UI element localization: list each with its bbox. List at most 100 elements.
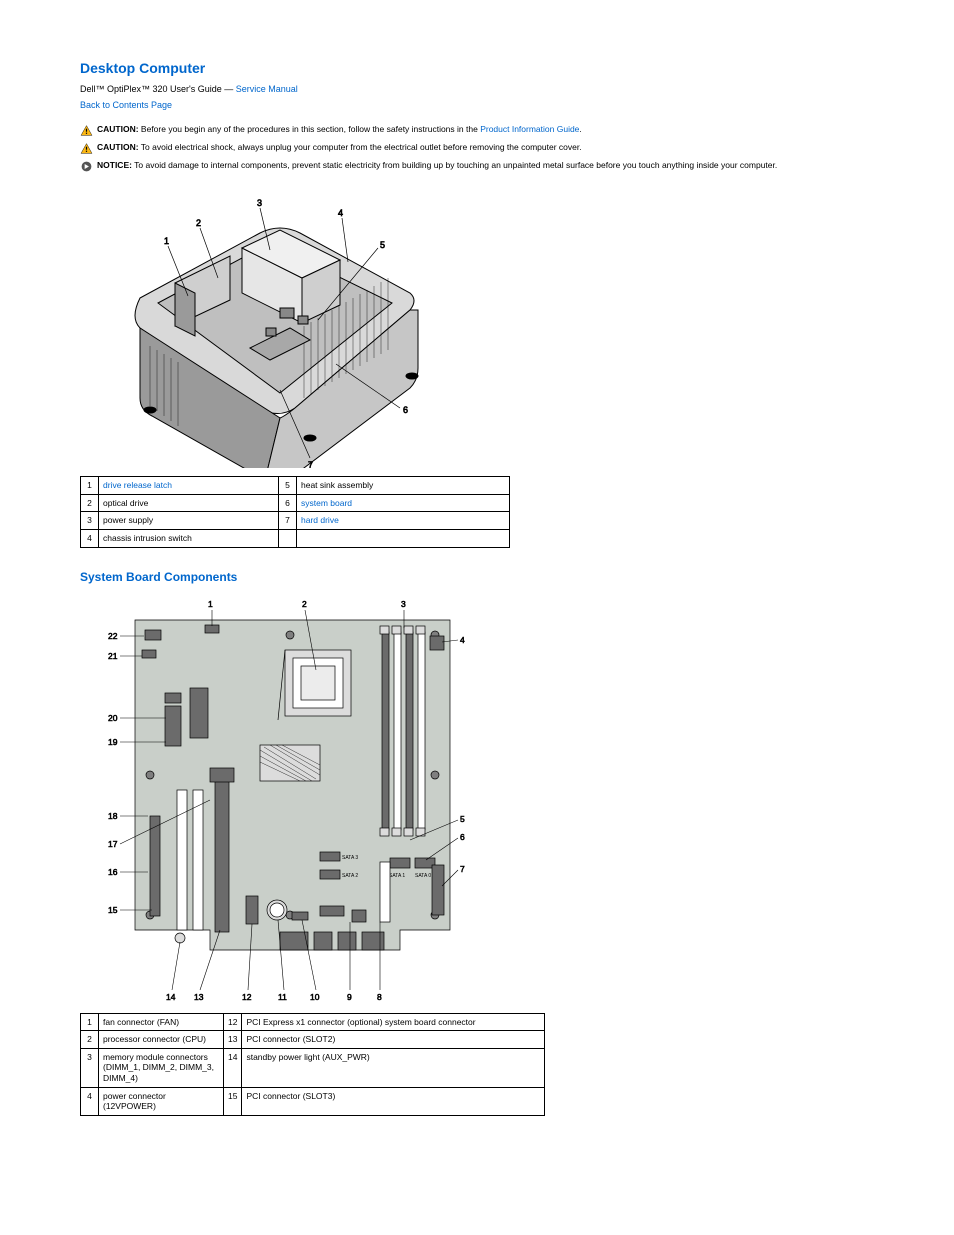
warning-triangle-icon [80, 143, 93, 154]
board-callout-13: 13 [194, 992, 204, 1002]
cell-num: 15 [224, 1087, 242, 1115]
board-callout-18: 18 [108, 811, 118, 821]
table-row: 4chassis intrusion switch [81, 529, 510, 547]
cell-num: 5 [279, 477, 297, 495]
callout-2: 2 [196, 218, 201, 228]
notice-circle-icon [80, 161, 93, 172]
cell-num: 3 [81, 1048, 99, 1087]
cell-num: 1 [81, 1013, 99, 1031]
cell-label: processor connector (CPU) [99, 1031, 224, 1049]
cell-num: 3 [81, 512, 99, 530]
caution-text-2: CAUTION: To avoid electrical shock, alwa… [97, 142, 874, 153]
cell-label: heat sink assembly [297, 477, 510, 495]
board-callout-2: 2 [302, 599, 307, 609]
board-callout-20: 20 [108, 713, 118, 723]
svg-text:SATA 0: SATA 0 [415, 873, 431, 879]
caution-body-2: To avoid electrical shock, always unplug… [139, 142, 582, 152]
cell-label: standby power light (AUX_PWR) [242, 1048, 545, 1087]
table-row: 2optical drive6 system board [81, 494, 510, 512]
cell-num: 7 [279, 512, 297, 530]
cell-num: 14 [224, 1048, 242, 1087]
board-callout-1: 1 [208, 599, 213, 609]
svg-text:SATA 3: SATA 3 [342, 855, 358, 861]
board-callout-14: 14 [166, 992, 176, 1002]
page-title-link[interactable]: Desktop Computer [80, 60, 874, 76]
table-system-board-components: 1fan connector (FAN)12PCI Express x1 con… [80, 1013, 545, 1116]
table-row: 3power supply7 hard drive [81, 512, 510, 530]
svg-text:SATA 2: SATA 2 [342, 873, 358, 879]
board-callout-16: 16 [108, 867, 118, 877]
table-row: 1 drive release latch 5heat sink assembly [81, 477, 510, 495]
callout-4: 4 [338, 208, 343, 218]
cell-label [297, 529, 510, 547]
cell-num: 1 [81, 477, 99, 495]
table-row: 1fan connector (FAN)12PCI Express x1 con… [81, 1013, 545, 1031]
cell-num: 2 [81, 494, 99, 512]
cell-num: 6 [279, 494, 297, 512]
board-callout-6: 6 [460, 832, 465, 842]
board-callout-22: 22 [108, 631, 118, 641]
cell-num: 2 [81, 1031, 99, 1049]
heading-system-board: System Board Components [80, 570, 874, 584]
board-callout-9: 9 [347, 992, 352, 1002]
callout-1: 1 [164, 236, 169, 246]
table-row: 4power connector (12VPOWER)15PCI connect… [81, 1087, 545, 1115]
cell-label: PCI connector (SLOT3) [242, 1087, 545, 1115]
caution-text-1: CAUTION: Before you begin any of the pro… [97, 124, 874, 135]
callout-3: 3 [257, 198, 262, 208]
callout-5: 5 [380, 240, 385, 250]
table-inside-components: 1drive release latch5heat sink assembly2… [80, 476, 510, 548]
board-callout-19: 19 [108, 737, 118, 747]
notice-text: NOTICE: To avoid damage to internal comp… [97, 160, 874, 171]
cell-label: optical drive [99, 494, 279, 512]
caution-body-1b: . [579, 124, 581, 134]
figure-inside-computer: 1 2 3 4 5 6 7 [80, 178, 874, 468]
cell-label: PCI connector (SLOT2) [242, 1031, 545, 1049]
board-callout-21: 21 [108, 651, 118, 661]
board-callout-15: 15 [108, 905, 118, 915]
back-to-contents-link[interactable]: Back to Contents Page [80, 100, 874, 110]
caution-row-2: CAUTION: To avoid electrical shock, alwa… [80, 142, 874, 154]
cell-num: 13 [224, 1031, 242, 1049]
table-row: 3memory module connectors (DIMM_1, DIMM_… [81, 1048, 545, 1087]
cell-num: 4 [81, 1087, 99, 1115]
subtitle-service-manual-link[interactable]: Service Manual [236, 84, 298, 94]
board-callout-5: 5 [460, 814, 465, 824]
notice-row: NOTICE: To avoid damage to internal comp… [80, 160, 874, 172]
caution-row-1: CAUTION: Before you begin any of the pro… [80, 124, 874, 136]
notice-label: NOTICE: [97, 160, 132, 170]
cell-num [279, 529, 297, 547]
cell-label: system board [297, 494, 510, 512]
cell-label: memory module connectors (DIMM_1, DIMM_2… [99, 1048, 224, 1087]
svg-text:SATA 1: SATA 1 [389, 873, 405, 879]
figure-system-board: SATA 1 SATA 0 SATA 3 SATA 2 [80, 590, 874, 1005]
cell-num: 12 [224, 1013, 242, 1031]
product-info-guide-link[interactable]: Product Information Guide [480, 124, 579, 134]
cell-num: 4 [81, 529, 99, 547]
caution-label: CAUTION: [97, 124, 139, 134]
board-callout-7: 7 [460, 864, 465, 874]
cell-label: chassis intrusion switch [99, 529, 279, 547]
caution-label: CAUTION: [97, 142, 139, 152]
caution-body-1a: Before you begin any of the procedures i… [139, 124, 481, 134]
cell-label: PCI Express x1 connector (optional) syst… [242, 1013, 545, 1031]
cell-label: drive release latch [99, 477, 279, 495]
subtitle-prefix: Dell™ OptiPlex™ 320 User's Guide — [80, 84, 236, 94]
board-callout-8: 8 [377, 992, 382, 1002]
callout-7: 7 [308, 460, 313, 468]
table-link[interactable]: system board [301, 498, 352, 508]
cell-label: power connector (12VPOWER) [99, 1087, 224, 1115]
callout-6: 6 [403, 405, 408, 415]
board-callout-4: 4 [460, 635, 465, 645]
subtitle-line: Dell™ OptiPlex™ 320 User's Guide — Servi… [80, 84, 874, 94]
cell-label: power supply [99, 512, 279, 530]
table-row: 2processor connector (CPU)13PCI connecto… [81, 1031, 545, 1049]
table-link[interactable]: hard drive [301, 515, 339, 525]
board-callout-10: 10 [310, 992, 320, 1002]
table-link[interactable]: drive release latch [103, 480, 172, 490]
warning-triangle-icon [80, 125, 93, 136]
board-callout-12: 12 [242, 992, 252, 1002]
board-callout-17: 17 [108, 839, 118, 849]
board-callout-11: 11 [278, 992, 287, 1002]
cell-label: hard drive [297, 512, 510, 530]
